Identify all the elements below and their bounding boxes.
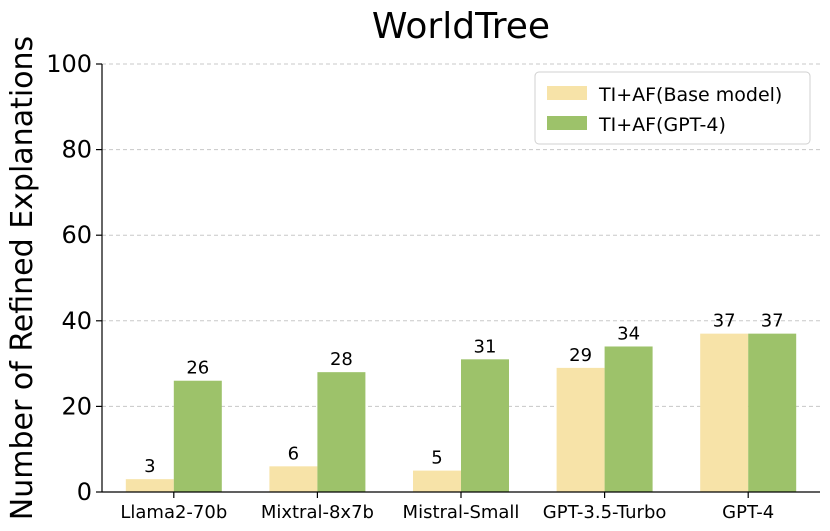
legend-label: TI+AF(Base model) (598, 84, 782, 106)
legend-swatch (547, 86, 587, 100)
y-tick-label: 20 (61, 392, 92, 420)
x-tick-label: Mixtral-8x7b (261, 502, 374, 523)
y-axis-label: Number of Refined Explanations (5, 36, 40, 520)
bar (413, 470, 461, 492)
bar (125, 479, 174, 492)
bar (461, 359, 509, 492)
data-label: 26 (186, 358, 209, 379)
axes: 0 20 40 60 80 100 Llama2-70b Mixtral-8x7b Mistra… (46, 50, 820, 523)
bar (604, 346, 653, 492)
x-tick-label: GPT-3.5-Turbo (543, 502, 667, 523)
data-label: 5 (431, 448, 442, 469)
bar (269, 466, 318, 492)
bar (556, 367, 605, 492)
data-label: 31 (474, 336, 497, 357)
legend: TI+AF(Base model) TI+AF(GPT-4) (534, 71, 811, 145)
legend-box (534, 71, 811, 145)
y-tick-label: 100 (46, 50, 92, 78)
legend-swatch (547, 116, 587, 130)
bar (748, 333, 797, 492)
y-tick-label: 0 (77, 478, 92, 506)
bar (700, 333, 749, 492)
y-tick-label: 60 (61, 221, 92, 249)
x-tick-label: Mistral-Small (403, 502, 520, 523)
legend-label: TI+AF(GPT-4) (598, 114, 726, 136)
x-tick-label: GPT-4 (722, 502, 774, 523)
data-label: 37 (761, 311, 784, 332)
data-label: 28 (330, 349, 353, 370)
chart-title: WorldTree (372, 6, 550, 47)
data-label: 29 (569, 345, 592, 366)
x-tick-label: Llama2-70b (120, 502, 227, 523)
data-label: 34 (617, 323, 640, 344)
data-label: 37 (713, 311, 736, 332)
data-label: 3 (144, 456, 155, 477)
data-label: 6 (288, 443, 299, 464)
bar (317, 372, 366, 492)
y-tick-label: 40 (61, 307, 92, 335)
bar (173, 380, 222, 492)
bars: 3 26 6 28 5 31 29 34 37 37 (125, 311, 797, 492)
y-tick-label: 80 (61, 136, 92, 164)
